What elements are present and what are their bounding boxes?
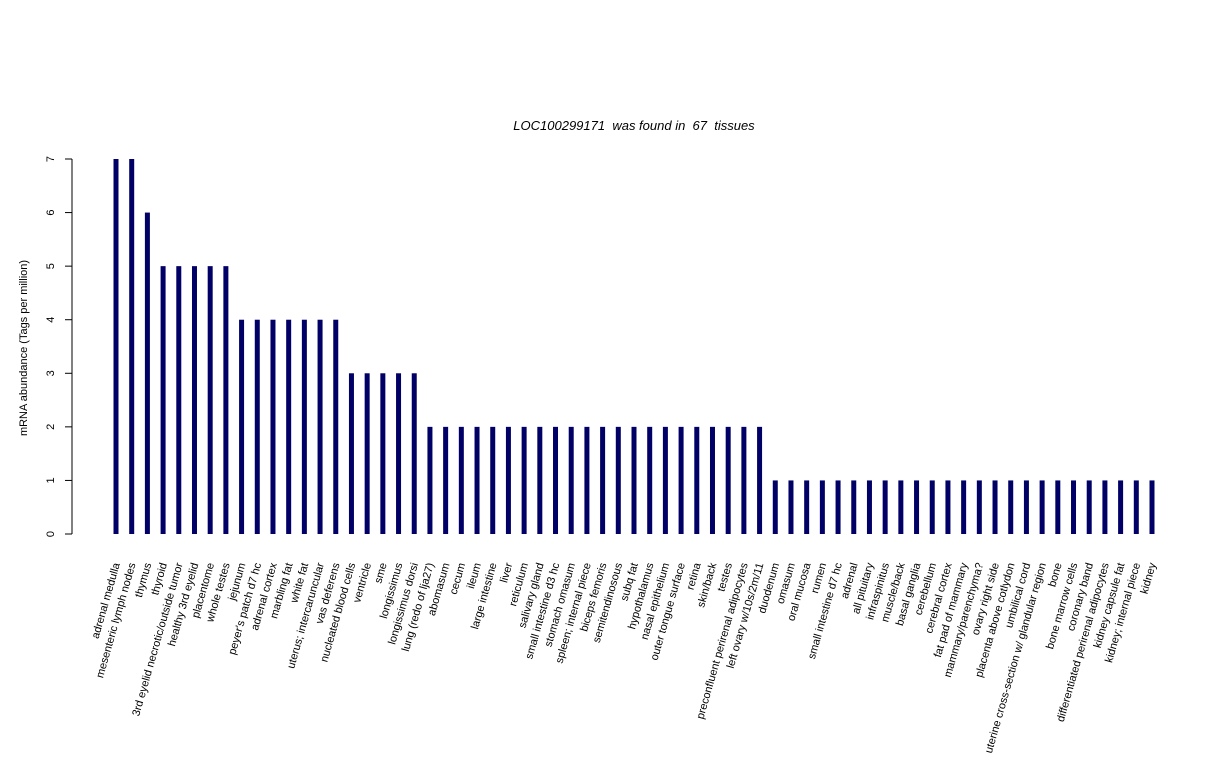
bar	[678, 426, 684, 534]
bar	[631, 426, 637, 534]
bar	[835, 480, 841, 534]
y-tick-label: 6	[45, 210, 57, 216]
bar	[851, 480, 857, 534]
bar	[1008, 480, 1014, 534]
y-axis-label: mRNA abundance (Tags per million)	[18, 260, 30, 436]
x-tick-label: liver	[498, 561, 515, 584]
bar	[1149, 480, 1155, 534]
bar	[882, 480, 888, 534]
bar	[976, 480, 982, 534]
bar	[505, 426, 511, 534]
bar	[772, 480, 778, 534]
y-tick-label: 5	[45, 263, 57, 269]
y-tick-label: 2	[45, 424, 57, 430]
bar	[348, 373, 354, 534]
y-tick-label: 3	[45, 370, 57, 376]
bar	[866, 480, 872, 534]
bar	[286, 319, 292, 534]
bar	[191, 266, 197, 534]
bar	[317, 319, 323, 534]
bar	[568, 426, 574, 534]
bar	[396, 373, 402, 534]
bar	[898, 480, 904, 534]
bar	[1118, 480, 1124, 534]
bar	[709, 426, 715, 534]
bar	[819, 480, 825, 534]
bar	[411, 373, 417, 534]
bar	[1086, 480, 1092, 534]
bar	[1133, 480, 1139, 534]
bar	[647, 426, 653, 534]
bar	[788, 480, 794, 534]
bar	[725, 426, 731, 534]
bar	[239, 319, 245, 534]
bar	[1071, 480, 1077, 534]
bar	[301, 319, 307, 534]
bar	[490, 426, 496, 534]
bar	[270, 319, 276, 534]
bar	[223, 266, 229, 534]
y-tick-label: 4	[45, 317, 57, 323]
bar	[804, 480, 810, 534]
bar	[662, 426, 668, 534]
bar	[1023, 480, 1029, 534]
x-tick-label: sme	[372, 562, 389, 585]
bar	[537, 426, 543, 534]
bar	[961, 480, 967, 534]
bar	[1039, 480, 1045, 534]
y-tick-label: 7	[45, 156, 57, 162]
bar	[741, 426, 747, 534]
bar	[914, 480, 920, 534]
bar	[443, 426, 449, 534]
bar	[521, 426, 527, 534]
bar	[474, 426, 480, 534]
bar	[600, 426, 606, 534]
bar	[207, 266, 213, 534]
bar	[129, 159, 135, 534]
bar	[113, 159, 119, 534]
bar	[176, 266, 182, 534]
bar	[1055, 480, 1061, 534]
bar	[380, 373, 386, 534]
bar	[254, 319, 260, 534]
bar	[992, 480, 998, 534]
bar	[945, 480, 951, 534]
bar	[458, 426, 464, 534]
bar	[144, 212, 150, 535]
bar	[364, 373, 370, 534]
bar	[160, 266, 166, 534]
bar	[757, 426, 763, 534]
bar	[929, 480, 935, 534]
bar	[427, 426, 433, 534]
bar	[553, 426, 559, 534]
y-tick-label: 0	[45, 531, 57, 537]
bar	[333, 319, 339, 534]
chart-title: LOC100299171 was found in 67 tissues	[513, 118, 755, 133]
bar	[584, 426, 590, 534]
y-tick-label: 1	[45, 477, 57, 483]
bar	[615, 426, 621, 534]
bar	[694, 426, 700, 534]
bar	[1102, 480, 1108, 534]
